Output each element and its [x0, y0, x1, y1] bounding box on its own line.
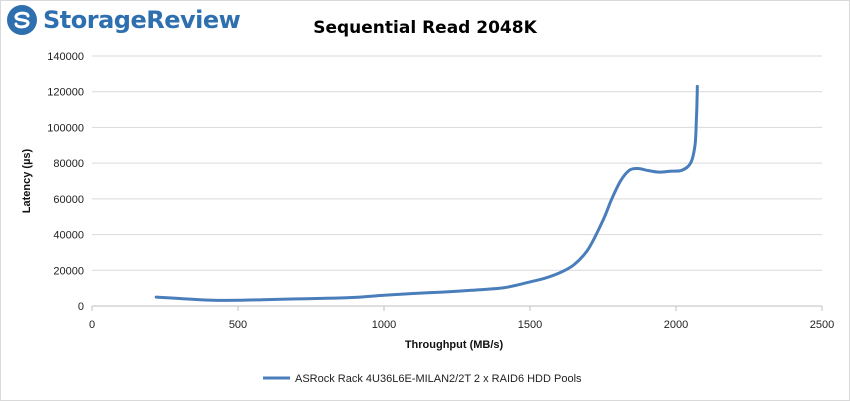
- y-tick-label: 80000: [53, 158, 84, 170]
- storagereview-logo-icon: [7, 5, 37, 35]
- y-tick-label: 120000: [47, 87, 84, 99]
- x-axis-ticks: 0 500 1000 1500 2000 2500: [89, 306, 834, 331]
- y-axis-label: Latency (µs): [21, 148, 33, 213]
- y-tick-label: 40000: [53, 230, 84, 242]
- chart-title: Sequential Read 2048K: [313, 18, 537, 38]
- x-tick-label: 1500: [518, 319, 542, 331]
- x-tick-label: 2500: [810, 319, 834, 331]
- y-tick-label: 20000: [53, 265, 84, 277]
- legend-label: ASRock Rack 4U36L6E-MILAN2/2T 2 x RAID6 …: [295, 373, 582, 385]
- x-tick-label: 500: [229, 319, 247, 331]
- x-axis-label: Throughput (MB/s): [405, 339, 504, 351]
- x-tick-label: 2000: [664, 319, 688, 331]
- legend: ASRock Rack 4U36L6E-MILAN2/2T 2 x RAID6 …: [263, 373, 582, 385]
- y-axis-ticks: 0 20000 40000 60000 80000 100000 120000 140000: [47, 51, 84, 313]
- storagereview-logo: StorageReview: [6, 4, 241, 36]
- y-tick-label: 100000: [47, 122, 84, 134]
- series-line: [154, 84, 699, 302]
- y-tick-label: 140000: [47, 51, 84, 63]
- brand-name: StorageReview: [43, 6, 241, 34]
- y-tick-label: 0: [78, 301, 84, 313]
- grid-lines: [92, 55, 822, 271]
- series-group: [154, 84, 699, 302]
- y-tick-label: 60000: [53, 194, 84, 206]
- x-tick-label: 1000: [372, 319, 396, 331]
- x-tick-label: 0: [89, 319, 95, 331]
